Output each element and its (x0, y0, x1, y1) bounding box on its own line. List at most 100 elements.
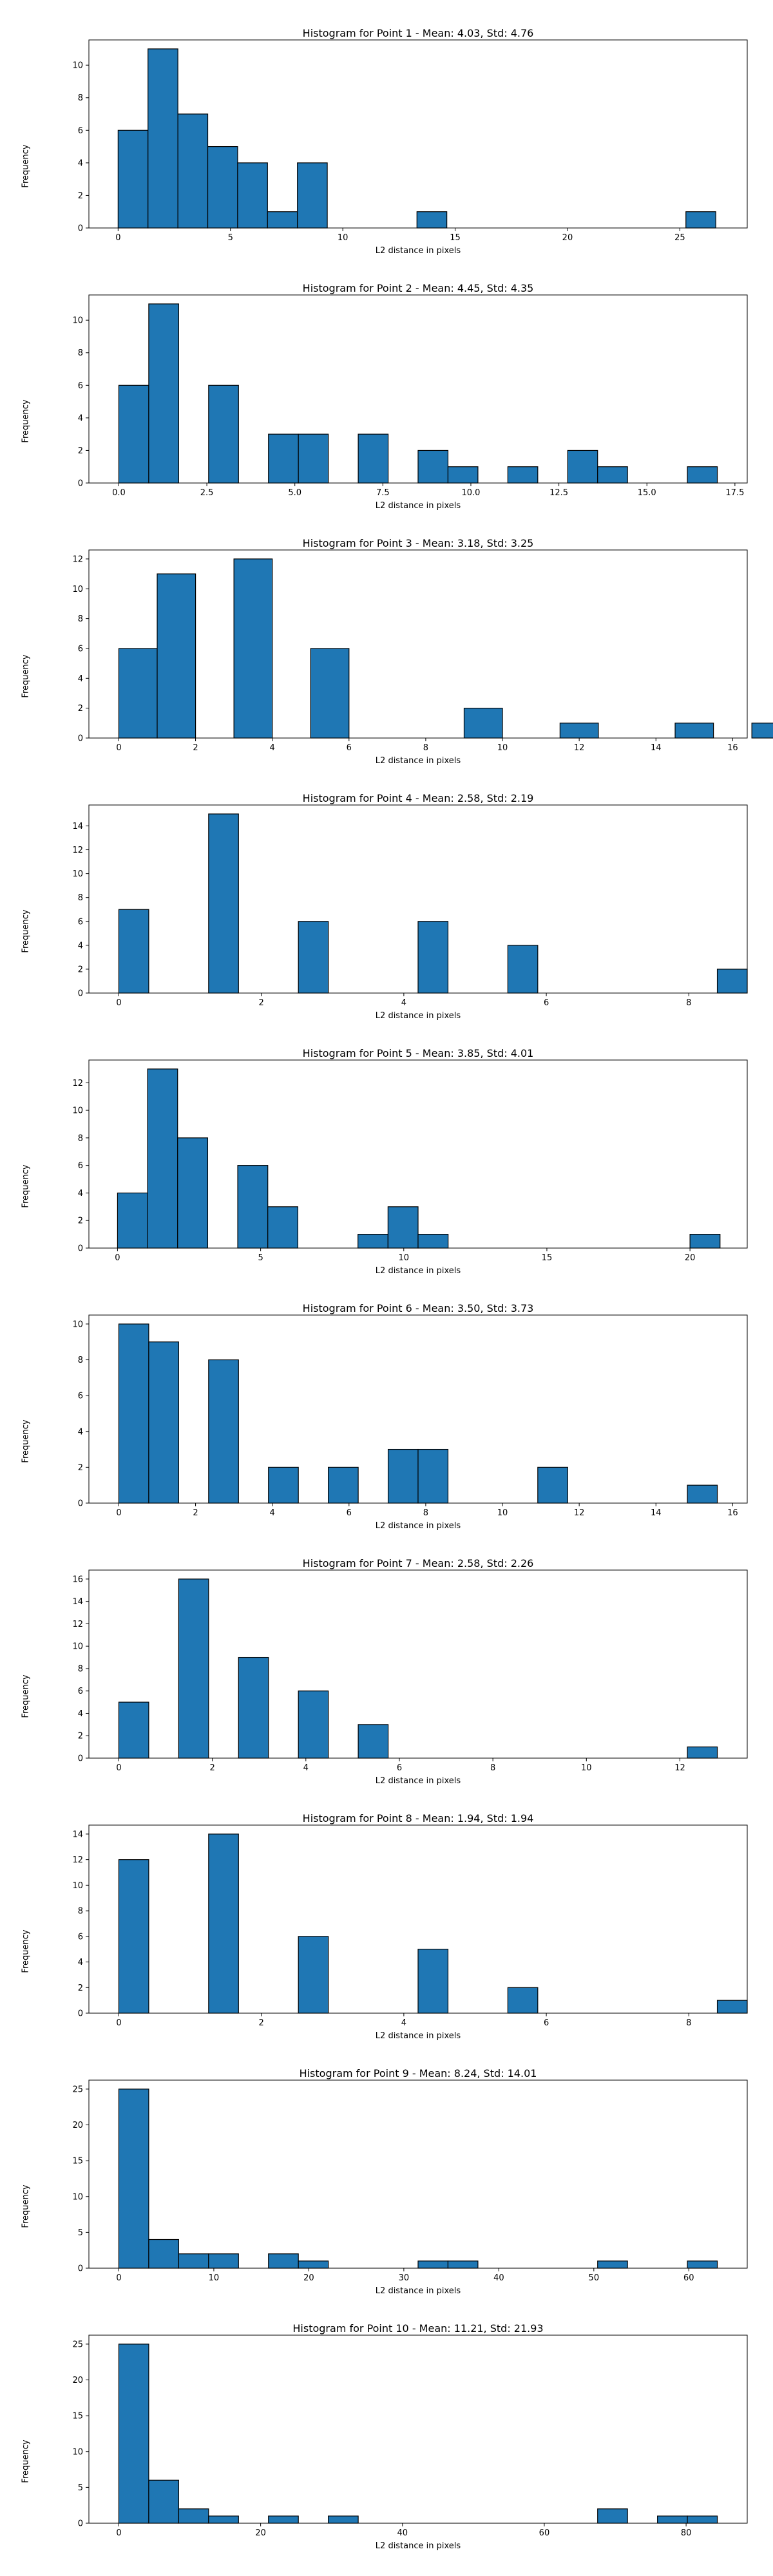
y-tick-label: 0 (78, 989, 83, 999)
x-tick-label: 8 (490, 1763, 495, 1773)
x-tick-label: 2 (193, 743, 198, 753)
histogram-bar (417, 1448, 449, 1504)
y-axis-label: Frequency (21, 654, 31, 698)
histogram-bar (298, 2260, 329, 2269)
plot-area: 0 2 4 6 8 0 2 4 6 8 10 12 14 (72, 1824, 748, 2028)
plot-area: 0 10 20 30 40 50 60 0 5 10 15 20 25 (72, 2079, 748, 2283)
histogram-bar (387, 1448, 419, 1504)
histogram-bar (358, 1234, 388, 1249)
x-tick-label: 20 (562, 233, 573, 243)
histogram-panel: Histogram for Point 8 - Mean: 1.94, Std:… (0, 1785, 773, 2043)
histogram-bar (674, 723, 714, 739)
axes-frame (88, 2334, 748, 2524)
histogram-panel: Histogram for Point 2 - Mean: 4.45, Std:… (0, 255, 773, 513)
x-tick-label: 2 (209, 1763, 215, 1773)
y-tick-label: 6 (78, 917, 83, 927)
histogram-bar (689, 1234, 721, 1249)
y-tick-label: 0 (78, 2519, 83, 2529)
histogram-bar (178, 2508, 209, 2524)
chart-title: Histogram for Point 9 - Mean: 8.24, Std:… (299, 2067, 537, 2079)
histogram-bar (177, 1137, 209, 1249)
x-tick-label: 20 (255, 2528, 266, 2538)
x-tick-label: 10 (399, 1253, 410, 1263)
y-tick-label: 4 (78, 158, 83, 168)
x-axis-label: L2 distance in pixels (375, 1776, 461, 1786)
x-tick-label: 10 (497, 1508, 508, 1518)
y-tick-label: 6 (78, 126, 83, 136)
plot-area: 0 2 4 6 8 10 12 14 16 0 2 4 6 8 10 (72, 1314, 748, 1518)
y-tick-label: 6 (78, 1161, 83, 1171)
x-tick-label: 7.5 (376, 488, 390, 498)
histogram-bar (208, 813, 239, 994)
histogram-bar (358, 433, 389, 484)
y-axis-label: Frequency (21, 1929, 31, 1973)
y-tick-label: 15 (72, 2157, 83, 2166)
y-tick-label: 8 (78, 1907, 83, 1917)
y-tick-label: 14 (72, 1597, 83, 1607)
histogram-panel: Histogram for Point 7 - Mean: 2.58, Std:… (0, 1530, 773, 1788)
histogram-bar (268, 433, 299, 484)
y-tick-label: 4 (78, 941, 83, 951)
axes-frame (88, 1314, 748, 1504)
x-tick-label: 15 (450, 233, 461, 243)
x-tick-label: 30 (399, 2273, 410, 2283)
y-tick-label: 4 (78, 1958, 83, 1967)
histogram-bar (178, 1578, 209, 1759)
axes-frame (88, 804, 748, 994)
y-tick-label: 10 (72, 585, 83, 594)
x-tick-label: 4 (401, 2018, 406, 2028)
histogram-bar (207, 146, 238, 229)
x-tick-label: 0.0 (112, 488, 126, 498)
x-axis-label: L2 distance in pixels (375, 1266, 461, 1276)
histogram-bar (268, 2253, 299, 2269)
x-tick-label: 2 (193, 1508, 198, 1518)
y-tick-label: 5 (78, 2228, 83, 2238)
histogram-bar (157, 573, 196, 739)
histogram-bar (233, 558, 273, 739)
x-tick-label: 4 (303, 1763, 309, 1773)
histogram-bar (537, 1466, 568, 1504)
histogram-bar (118, 2088, 149, 2269)
y-axis-label: Frequency (21, 909, 31, 953)
x-tick-label: 0 (116, 743, 121, 753)
x-tick-label: 50 (589, 2273, 600, 2283)
y-tick-label: 8 (78, 93, 83, 103)
y-tick-label: 2 (78, 704, 83, 714)
x-axis-label: L2 distance in pixels (375, 2286, 461, 2296)
histogram-bar (310, 648, 350, 739)
y-tick-label: 0 (78, 734, 83, 744)
x-tick-label: 6 (397, 1763, 402, 1773)
histogram-bar (507, 466, 539, 484)
x-tick-label: 0 (116, 2528, 121, 2538)
x-tick-label: 4 (270, 1508, 275, 1518)
y-tick-label: 12 (72, 846, 83, 855)
y-tick-label: 25 (72, 2085, 83, 2094)
y-tick-label: 10 (72, 869, 83, 879)
y-tick-label: 4 (78, 674, 83, 684)
x-tick-label: 0 (115, 1253, 120, 1263)
histogram-panel: Histogram for Point 9 - Mean: 8.24, Std:… (0, 2040, 773, 2298)
histogram-bar (447, 2260, 479, 2269)
y-tick-label: 20 (72, 2376, 83, 2385)
histogram-bar (178, 2253, 209, 2269)
y-tick-label: 8 (78, 1133, 83, 1143)
histogram-bar (417, 1234, 449, 1249)
histogram-bar (118, 1701, 149, 1759)
histogram-bar (716, 969, 748, 994)
histogram-bar (687, 1484, 718, 1504)
histogram-bar (298, 433, 329, 484)
histogram-bar (208, 2515, 239, 2524)
x-tick-label: 0 (116, 1508, 121, 1518)
histogram-bar (597, 2260, 628, 2269)
x-tick-label: 40 (493, 2273, 504, 2283)
x-axis-label: L2 distance in pixels (375, 756, 461, 766)
x-tick-label: 60 (683, 2273, 694, 2283)
chart-title: Histogram for Point 2 - Mean: 4.45, Std:… (302, 282, 534, 294)
histogram-bar (597, 466, 628, 484)
x-tick-label: 16 (727, 1508, 738, 1518)
histogram-bar (685, 211, 716, 229)
histogram-bar (559, 723, 599, 739)
histogram-bar (298, 1690, 329, 1759)
histogram-bar (118, 648, 158, 739)
